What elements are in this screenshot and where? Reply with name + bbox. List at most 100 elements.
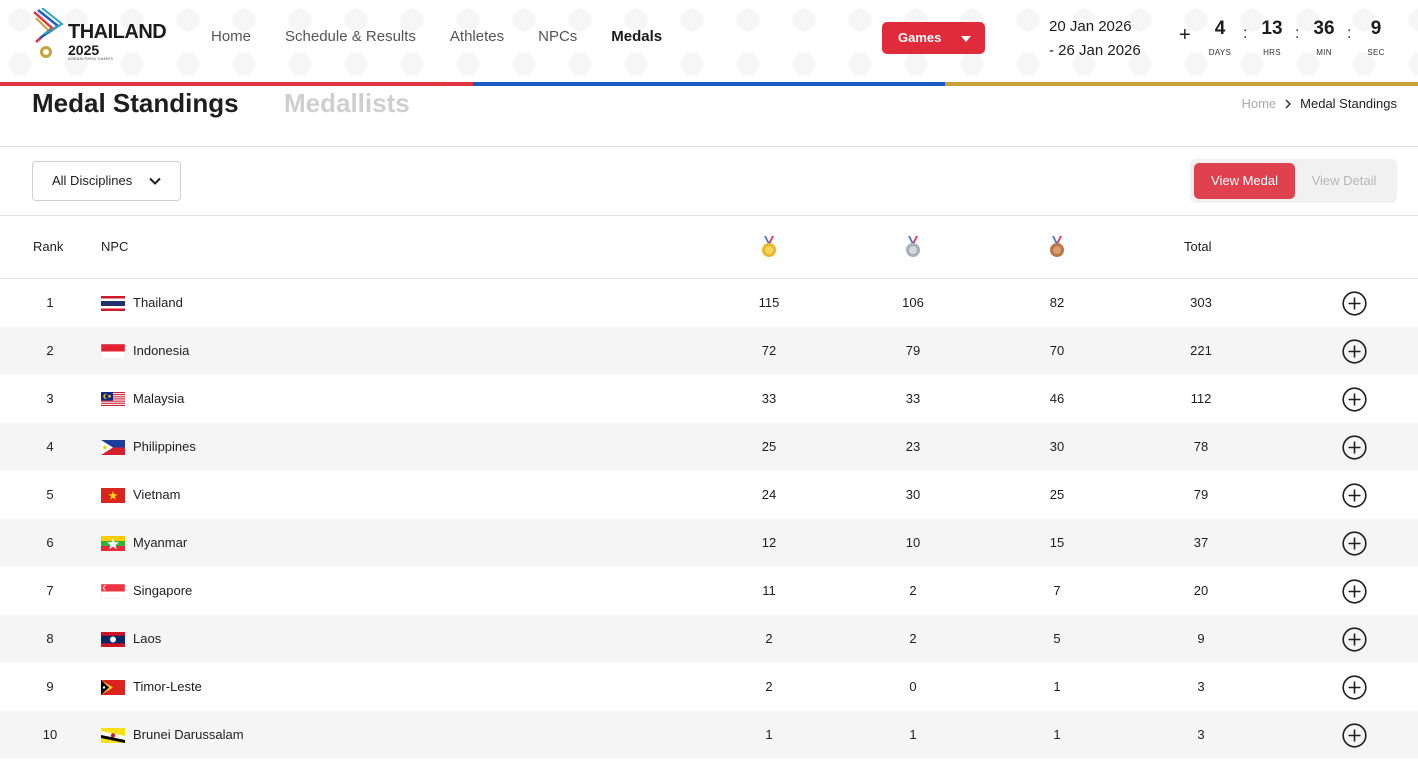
- silver-count: 79: [905, 343, 921, 358]
- country-name[interactable]: Brunei Darussalam: [133, 727, 244, 742]
- table-row-brunei: 10 Brunei Darussalam 1 1 1 3: [0, 711, 1418, 759]
- table-row-myanmar: 6 Myanmar 12 10 15 37: [0, 519, 1418, 567]
- countdown-days-value: 4: [1214, 18, 1226, 39]
- stripe-gold: [945, 82, 1418, 86]
- country-name[interactable]: Laos: [133, 631, 162, 646]
- expand-plus-icon[interactable]: [1342, 627, 1367, 652]
- silver-count: 23: [905, 439, 921, 454]
- header-rank: Rank: [33, 239, 64, 254]
- header-npc: NPC: [101, 239, 129, 254]
- expand-plus-icon[interactable]: [1342, 675, 1367, 700]
- table-row-singapore: 7 Singapore 11 2 7 20: [0, 567, 1418, 615]
- expand-plus-icon[interactable]: [1342, 531, 1367, 556]
- country-name[interactable]: Indonesia: [133, 343, 190, 358]
- total-count: 78: [1193, 439, 1209, 454]
- silver-count: 10: [905, 535, 921, 550]
- caret-down-icon: [961, 36, 971, 42]
- end-date: - 26 Jan 2026: [1049, 42, 1141, 59]
- country-name[interactable]: Vietnam: [133, 487, 181, 502]
- nav-npcs[interactable]: NPCs: [538, 28, 578, 45]
- silver-count: 1: [909, 727, 917, 742]
- breadcrumb: Home Medal Standings: [1241, 96, 1397, 111]
- silver-count: 2: [909, 631, 917, 646]
- expand-plus-icon[interactable]: [1342, 435, 1367, 460]
- countdown-minutes-value: 36: [1313, 18, 1335, 39]
- view-medal-button[interactable]: View Medal: [1194, 163, 1295, 199]
- country-name[interactable]: Thailand: [133, 295, 183, 310]
- stripe-blue: [472, 82, 946, 86]
- gold-count: 72: [761, 343, 777, 358]
- games-dropdown-button[interactable]: Games: [882, 22, 985, 54]
- divider: [0, 146, 1418, 147]
- gold-count: 2: [765, 679, 773, 694]
- colon-separator: :: [1347, 25, 1352, 42]
- bronze-count: 46: [1049, 391, 1065, 406]
- total-count: 303: [1190, 295, 1212, 310]
- country-name[interactable]: Myanmar: [133, 535, 188, 550]
- colon-separator: :: [1295, 25, 1300, 42]
- nav-schedule-results[interactable]: Schedule & Results: [285, 28, 416, 45]
- bronze-medal-icon: [1050, 236, 1064, 257]
- table-row-malaysia: 3 Malaysia 33 33 46 112: [0, 375, 1418, 423]
- country-name[interactable]: Timor-Leste: [133, 679, 202, 694]
- country-name[interactable]: Philippines: [133, 439, 196, 454]
- bronze-count: 1: [1053, 679, 1061, 694]
- gold-count: 25: [761, 439, 777, 454]
- divider: [0, 215, 1418, 216]
- rank-cell: 9: [46, 679, 54, 694]
- countdown-days: 4 DAYS: [1205, 17, 1235, 57]
- breadcrumb-home-link[interactable]: Home: [1241, 96, 1277, 111]
- countdown-seconds: 9 SEC: [1361, 17, 1391, 57]
- header-color-stripe: [0, 82, 1418, 86]
- gold-medal-icon: [762, 236, 776, 257]
- expand-plus-icon[interactable]: [1342, 483, 1367, 508]
- gold-count: 24: [761, 487, 777, 502]
- flag-malaysia-icon: [101, 392, 125, 407]
- flag-vietnam-icon: [101, 488, 125, 503]
- country-name[interactable]: Malaysia: [133, 391, 185, 406]
- tab-medal-standings[interactable]: Medal Standings: [32, 88, 239, 118]
- countdown-days-label: DAYS: [1208, 48, 1232, 57]
- tab-medallists[interactable]: Medallists: [284, 88, 410, 118]
- rank-cell: 7: [46, 583, 54, 598]
- colon-separator: :: [1243, 25, 1248, 42]
- countdown-hours-label: HRS: [1263, 48, 1281, 57]
- expand-plus-icon[interactable]: [1342, 339, 1367, 364]
- logo-year: 2025: [68, 42, 100, 58]
- expand-plus-icon[interactable]: [1342, 579, 1367, 604]
- table-header: Rank NPC Total: [0, 216, 1418, 278]
- gold-count: 11: [762, 583, 776, 598]
- gold-count: 33: [761, 391, 777, 406]
- expand-plus-icon[interactable]: [1342, 291, 1367, 316]
- total-count: 3: [1197, 727, 1205, 742]
- rank-cell: 4: [46, 439, 54, 454]
- flag-singapore-icon: [101, 584, 125, 599]
- plus-icon: +: [1179, 24, 1191, 46]
- view-detail-button[interactable]: View Detail: [1311, 173, 1377, 188]
- flag-indonesia-icon: [101, 344, 125, 359]
- silver-count: 33: [905, 391, 921, 406]
- rank-cell: 3: [46, 391, 54, 406]
- total-count: 37: [1193, 535, 1209, 550]
- logo[interactable]: THAILAND 2025 ASEAN PARA GAMES: [32, 8, 182, 64]
- start-date: 20 Jan 2026: [1049, 18, 1132, 35]
- nav-athletes[interactable]: Athletes: [449, 28, 505, 45]
- rank-cell: 1: [46, 295, 54, 310]
- expand-plus-icon[interactable]: [1342, 723, 1367, 748]
- silver-count: 106: [902, 295, 924, 310]
- expand-plus-icon[interactable]: [1342, 387, 1367, 412]
- bronze-count: 15: [1049, 535, 1065, 550]
- table-row-indonesia: 2 Indonesia 72 79 70 221: [0, 327, 1418, 375]
- header-total: Total: [1184, 239, 1212, 254]
- rank-cell: 5: [46, 487, 54, 502]
- logo-subtitle: ASEAN PARA GAMES: [68, 56, 114, 61]
- chevron-right-icon: [1285, 98, 1292, 109]
- country-name[interactable]: Singapore: [133, 583, 193, 598]
- divider: [0, 278, 1418, 279]
- nav-medals[interactable]: Medals: [611, 28, 663, 45]
- silver-medal-icon: [906, 236, 920, 257]
- nav-home[interactable]: Home: [211, 28, 252, 45]
- total-count: 112: [1190, 391, 1212, 406]
- discipline-select[interactable]: All Disciplines: [32, 161, 181, 201]
- stripe-red: [0, 82, 473, 86]
